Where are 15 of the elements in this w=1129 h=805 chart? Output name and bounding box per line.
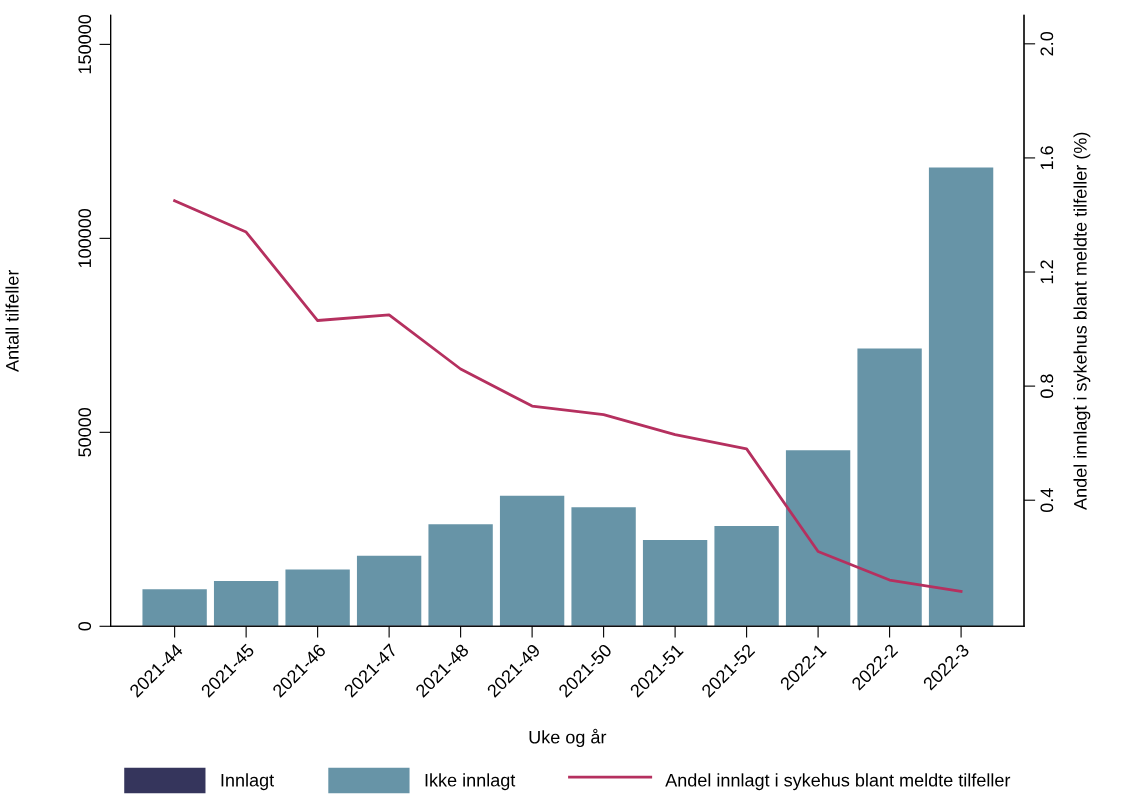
y-tick-label: 50000 — [78, 407, 92, 457]
y-tick-label: 100000 — [78, 208, 92, 268]
y2-tick-label: 0.8 — [1040, 374, 1054, 398]
legend-label: Innlagt — [221, 773, 274, 791]
y-tick-label: 150000 — [78, 14, 92, 74]
y2-tick-label: 1.2 — [1040, 260, 1054, 284]
legend-label: Andel innlagt i sykehus blant meldte tilfeller — [665, 773, 1011, 791]
y2-tick-label: 0.4 — [1040, 488, 1054, 513]
y2-tick-label: 1.6 — [1040, 146, 1054, 170]
y2-axis-title: Andel innlagt i sykehus blant meldte tilfeller (%) — [1073, 132, 1091, 510]
y-tick-label: 0 — [78, 621, 92, 631]
legend-label: Ikke innlagt — [425, 773, 516, 791]
x-axis-title: Uke og år — [529, 728, 607, 748]
y-axis-title: Antall tilfeller — [5, 269, 19, 372]
y2-tick-label: 2.0 — [1040, 31, 1054, 56]
